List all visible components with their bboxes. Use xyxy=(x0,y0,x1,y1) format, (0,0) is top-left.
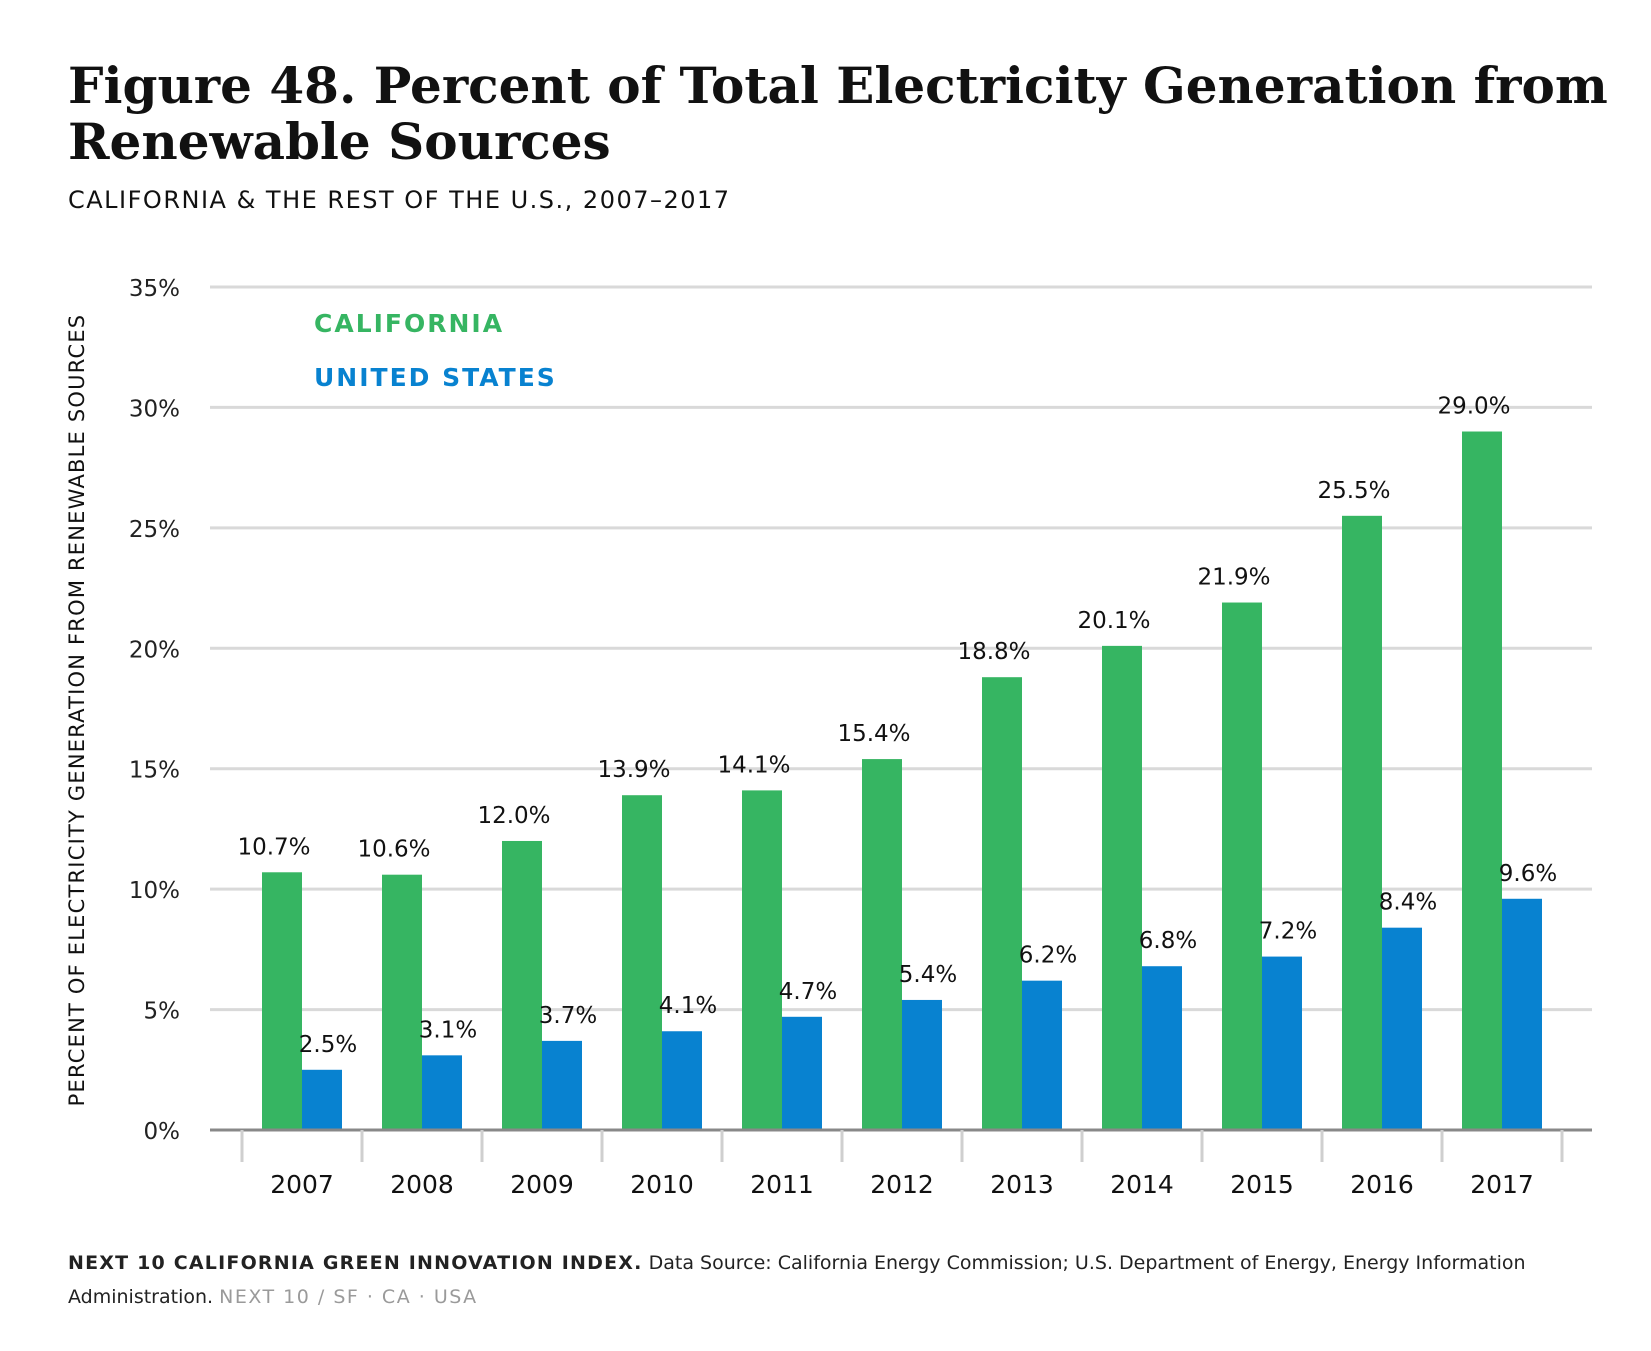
x-tick-label: 2012 xyxy=(870,1170,934,1199)
bar-california xyxy=(742,790,782,1130)
data-label: 15.4% xyxy=(837,721,910,747)
y-tick-label: 20% xyxy=(129,637,180,663)
data-label: 3.1% xyxy=(419,1017,477,1043)
bar-series: 10.7% 2.5% 10.6% 3.1% 12.0% 3.7% 13.9% 4.1% 14.1… xyxy=(237,394,1557,1130)
x-tick-label: 2007 xyxy=(270,1170,334,1199)
bar-united-states xyxy=(1262,956,1302,1130)
data-label: 21.9% xyxy=(1197,565,1270,591)
data-label: 4.7% xyxy=(779,979,837,1005)
source-text: Data Source: California Energy Commissio… xyxy=(68,1252,1526,1308)
data-label: 12.0% xyxy=(477,803,550,829)
bar-california xyxy=(622,795,662,1130)
bar-united-states xyxy=(542,1040,582,1130)
y-tick-label: 10% xyxy=(129,878,180,904)
source-note: NEXT 10 CALIFORNIA GREEN INNOVATION INDE… xyxy=(68,1246,1588,1314)
bar-california xyxy=(382,874,422,1130)
bar-united-states xyxy=(902,999,942,1130)
bar-united-states xyxy=(1022,980,1062,1130)
data-label: 10.6% xyxy=(357,837,430,863)
data-label: 7.2% xyxy=(1259,919,1317,945)
y-tick-label: 0% xyxy=(144,1119,181,1145)
legend-entry: UNITED STATES xyxy=(314,363,557,392)
bar-california xyxy=(502,840,542,1130)
data-label: 10.7% xyxy=(237,834,310,860)
y-tick-label: 35% xyxy=(129,276,180,302)
bar-united-states xyxy=(1502,898,1542,1130)
data-label: 2.5% xyxy=(299,1032,357,1058)
bar-united-states xyxy=(662,1031,702,1130)
data-label: 6.8% xyxy=(1139,928,1197,954)
legend: CALIFORNIA UNITED STATES xyxy=(314,309,557,392)
data-label: 5.4% xyxy=(899,962,957,988)
bar-california xyxy=(1342,515,1382,1130)
data-label: 14.1% xyxy=(717,752,790,778)
y-tick-label: 30% xyxy=(129,396,180,422)
data-label: 29.0% xyxy=(1437,394,1510,420)
bar-united-states xyxy=(1142,966,1182,1130)
chart-subtitle: CALIFORNIA & THE REST OF THE U.S., 2007–… xyxy=(68,186,731,214)
data-label: 4.1% xyxy=(659,993,717,1019)
bar-california xyxy=(1102,645,1142,1130)
data-label: 9.6% xyxy=(1499,861,1557,887)
brand-mark: NEXT 10 / SF · CA · USA xyxy=(219,1286,478,1308)
legend-entry: CALIFORNIA xyxy=(314,309,504,338)
data-label: 3.7% xyxy=(539,1003,597,1029)
y-tick-label: 5% xyxy=(144,999,181,1025)
x-tick-label: 2010 xyxy=(630,1170,694,1199)
data-label: 13.9% xyxy=(597,757,670,783)
bar-united-states xyxy=(302,1069,342,1130)
bar-united-states xyxy=(782,1016,822,1130)
x-axis: 2007 2008 2009 2010 2011 2012 2013 2014 2015 2016… xyxy=(210,1128,1592,1199)
y-axis-label: PERCENT OF ELECTRICITY GENERATION FROM R… xyxy=(65,314,89,1107)
y-tick-label: 15% xyxy=(129,758,180,784)
x-tick-label: 2015 xyxy=(1230,1170,1294,1199)
bar-united-states xyxy=(1382,927,1422,1130)
data-label: 25.5% xyxy=(1317,478,1390,504)
data-label: 20.1% xyxy=(1077,608,1150,634)
bar-california xyxy=(862,759,902,1130)
data-label: 6.2% xyxy=(1019,943,1077,969)
x-tick-label: 2013 xyxy=(990,1170,1054,1199)
x-tick-label: 2008 xyxy=(390,1170,454,1199)
chart-title: Figure 48. Percent of Total Electricity … xyxy=(68,56,1608,171)
bar-california xyxy=(982,677,1022,1130)
bar-california xyxy=(1222,602,1262,1130)
data-label: 18.8% xyxy=(957,639,1030,665)
x-tick-label: 2014 xyxy=(1110,1170,1174,1199)
bar-california xyxy=(262,872,302,1130)
y-tick-label: 25% xyxy=(129,517,180,543)
x-tick-label: 2017 xyxy=(1470,1170,1534,1199)
source-title: NEXT 10 CALIFORNIA GREEN INNOVATION INDE… xyxy=(68,1252,643,1274)
bar-united-states xyxy=(422,1055,462,1130)
x-tick-label: 2016 xyxy=(1350,1170,1414,1199)
bar-california xyxy=(1462,431,1502,1130)
x-tick-label: 2009 xyxy=(510,1170,574,1199)
data-label: 8.4% xyxy=(1379,890,1437,916)
y-axis-ticks: 0% 5% 10% 15% 20% 25% 30% 35% xyxy=(129,276,180,1145)
x-tick-label: 2011 xyxy=(750,1170,814,1199)
